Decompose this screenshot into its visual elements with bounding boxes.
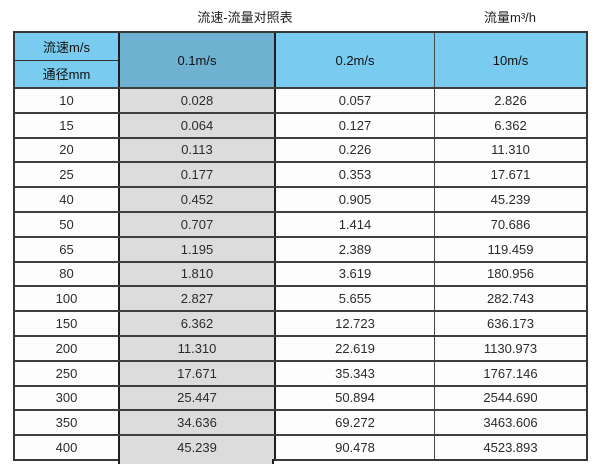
column-header-10ms: 10m/s <box>435 33 586 87</box>
cell-value-0-2ms: 0.057 <box>276 89 435 112</box>
cell-value-10ms: 180.956 <box>487 266 534 282</box>
cell-value-10ms: 282.743 <box>487 291 534 307</box>
cell-value-10ms: 1767.146 <box>483 365 538 381</box>
cell-diameter: 20 <box>59 142 74 158</box>
cell-value-10ms: 11.310 <box>491 142 530 158</box>
corner-header-velocity-label: 流速m/s <box>15 33 118 61</box>
cell-value-10ms: 45.239 <box>490 192 531 208</box>
table-row: 300 25.447 50.894 2544.690 <box>15 386 586 412</box>
table-row: 200 11.310 22.619 1130.973 <box>15 336 586 362</box>
cell-value-10ms: 70.686 <box>490 216 531 232</box>
cell-diameter: 80 <box>59 266 74 282</box>
table-title: 流速-流量对照表 <box>197 10 293 25</box>
cell-value-0-1ms: 25.447 <box>118 386 276 410</box>
column-header-0-2ms: 0.2m/s <box>276 33 435 87</box>
cell-value-0-2ms: 35.343 <box>276 361 435 385</box>
column-header-0-1ms: 0.1m/s <box>118 33 276 87</box>
cell-value-0-1ms: 6.362 <box>118 312 276 335</box>
corner-header-diameter-label: 通径mm <box>42 67 91 83</box>
corner-header-cell: 流速m/s 通径mm <box>15 33 118 87</box>
cell-value-0-1ms: 0.064 <box>118 113 276 137</box>
table-body: 10 0.028 0.057 2.826 15 0.064 0.127 6.36… <box>15 89 586 459</box>
cell-value-0-1ms: 0.707 <box>118 212 276 236</box>
table-row: 100 2.827 5.655 282.743 <box>15 287 586 313</box>
cell-value-0-2ms: 2.389 <box>276 237 435 261</box>
cell-value-0-2ms: 5.655 <box>276 287 435 311</box>
gray-column-overhang <box>118 459 274 464</box>
cell-value-10ms: 6.362 <box>494 117 527 133</box>
cell-value-10ms: 4523.893 <box>483 440 538 456</box>
table-row: 80 1.810 3.619 180.956 <box>15 262 586 288</box>
table-row: 50 0.707 1.414 70.686 <box>15 212 586 238</box>
table-row: 15 0.064 0.127 6.362 <box>15 113 586 139</box>
cell-value-10ms: 1130.973 <box>483 340 538 356</box>
cell-value-10ms: 2.826 <box>494 92 527 108</box>
cell-diameter: 300 <box>55 390 78 406</box>
cell-diameter: 250 <box>55 365 78 381</box>
cell-value-0-2ms: 0.905 <box>276 188 435 211</box>
cell-value-0-1ms: 1.195 <box>118 237 276 261</box>
cell-value-0-1ms: 0.452 <box>118 188 276 211</box>
cell-value-0-2ms: 0.226 <box>276 138 435 162</box>
cell-diameter: 40 <box>59 192 74 208</box>
cell-diameter: 65 <box>59 241 74 257</box>
cell-diameter: 350 <box>55 415 78 431</box>
cell-diameter: 10 <box>59 92 74 108</box>
cell-value-0-1ms: 34.636 <box>118 411 276 435</box>
cell-diameter: 50 <box>59 216 74 232</box>
table-row: 10 0.028 0.057 2.826 <box>15 89 586 114</box>
cell-value-0-1ms: 11.310 <box>118 336 276 360</box>
cell-diameter: 200 <box>55 340 78 356</box>
cell-value-0-2ms: 0.353 <box>276 163 435 187</box>
table-row: 20 0.113 0.226 11.310 <box>15 138 586 164</box>
cell-value-10ms: 3463.606 <box>483 415 538 431</box>
cell-value-0-1ms: 2.827 <box>118 287 276 311</box>
cell-value-0-1ms: 17.671 <box>118 361 276 385</box>
cell-value-0-2ms: 12.723 <box>276 312 435 335</box>
table-row: 40 0.452 0.905 45.239 <box>15 188 586 213</box>
cell-value-0-1ms: 1.810 <box>118 262 276 286</box>
cell-value-0-1ms: 0.177 <box>118 163 276 187</box>
cell-diameter: 150 <box>55 316 78 332</box>
cell-value-10ms: 2544.690 <box>483 390 538 406</box>
table-row: 250 17.671 35.343 1767.146 <box>15 361 586 387</box>
cell-value-10ms: 17.671 <box>490 167 531 183</box>
cell-value-0-2ms: 1.414 <box>276 212 435 236</box>
flow-unit-label: 流量m³/h <box>483 10 536 25</box>
cell-value-0-1ms: 45.239 <box>118 436 276 459</box>
table-row: 65 1.195 2.389 119.459 <box>15 237 586 263</box>
table-row: 150 6.362 12.723 636.173 <box>15 312 586 337</box>
cell-diameter: 400 <box>55 440 78 456</box>
cell-value-0-2ms: 22.619 <box>276 336 435 360</box>
cell-diameter: 100 <box>55 291 78 307</box>
cell-value-0-2ms: 0.127 <box>276 113 435 137</box>
cell-value-0-2ms: 90.478 <box>276 436 435 459</box>
cell-diameter: 15 <box>59 117 74 133</box>
table-header-row: 流速m/s 通径mm 0.1m/s 0.2m/s 10m/s <box>15 33 586 89</box>
cell-value-0-2ms: 69.272 <box>276 411 435 435</box>
cell-value-10ms: 636.173 <box>487 316 534 332</box>
cell-value-0-2ms: 50.894 <box>276 386 435 410</box>
cell-value-0-1ms: 0.028 <box>118 89 276 112</box>
table-row: 400 45.239 90.478 4523.893 <box>15 436 586 459</box>
table-row: 25 0.177 0.353 17.671 <box>15 163 586 189</box>
table-row: 350 34.636 69.272 3463.606 <box>15 411 586 437</box>
cell-value-10ms: 119.459 <box>487 241 534 257</box>
cell-value-0-2ms: 3.619 <box>276 262 435 286</box>
cell-diameter: 25 <box>59 167 74 183</box>
flow-rate-table: 流速m/s 通径mm 0.1m/s 0.2m/s 10m/s 10 0.028 … <box>13 31 588 461</box>
cell-value-0-1ms: 0.113 <box>118 138 276 162</box>
